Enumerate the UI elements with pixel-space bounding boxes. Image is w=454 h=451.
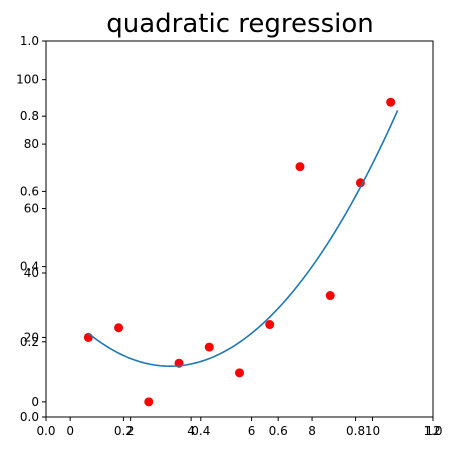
data-point (295, 162, 305, 172)
x-tick-label: 8 (308, 424, 316, 438)
frame-y-tick-label: 0.6 (20, 184, 39, 198)
frame-y-tick-label: 0.8 (20, 109, 39, 123)
frame-y-tick-label: 0.2 (20, 335, 39, 349)
frame-ticks: 0.00.0 0.2 0.2 0.4 0.4 0.6 0.6 0.8 0.8 1.0 1.0 (20, 34, 443, 438)
frame-x-tick-label: 0.4 (191, 424, 210, 438)
data-point (386, 97, 396, 107)
x-tick-label: 0 (66, 424, 74, 438)
chart-title: quadratic regression (106, 9, 373, 39)
data-point (204, 342, 214, 352)
y-tick-label: 20 (24, 330, 39, 344)
plot-area (83, 97, 399, 407)
frame-x-tick-label: 1.0 (423, 424, 442, 438)
frame-x-tick-label: 0.0 (36, 424, 55, 438)
x-tick-label: 10 (365, 424, 380, 438)
data-ticks: 0 2 4 6 8 10 12 0 20 40 60 80 100 (16, 73, 441, 438)
frame-x-tick-label: 0.2 (114, 424, 133, 438)
y-tick-label: 40 (24, 266, 39, 280)
x-tick-label: 12 (425, 424, 440, 438)
frame-x-tick-label: 0.8 (346, 424, 365, 438)
data-point (235, 368, 244, 378)
data-point (114, 323, 124, 333)
plot-frame (45, 40, 434, 418)
regression-curve (87, 110, 399, 367)
y-tick-label: 0 (31, 395, 39, 409)
data-point (325, 291, 335, 301)
data-point (265, 320, 275, 330)
frame-y-tick-label: 0.4 (20, 260, 39, 274)
data-point (355, 178, 365, 188)
x-tick-label: 2 (127, 424, 135, 438)
x-tick-label: 4 (187, 424, 195, 438)
x-tick-label: 6 (248, 424, 256, 438)
frame-x-tick-label: 0.6 (269, 424, 288, 438)
y-tick-label: 100 (16, 73, 39, 87)
frame-y-tick-label: 1.0 (20, 34, 39, 48)
frame-y-tick-label: 0.0 (20, 410, 39, 424)
y-tick-label: 60 (24, 202, 39, 216)
data-point (144, 397, 154, 407)
y-tick-label: 80 (24, 137, 39, 151)
